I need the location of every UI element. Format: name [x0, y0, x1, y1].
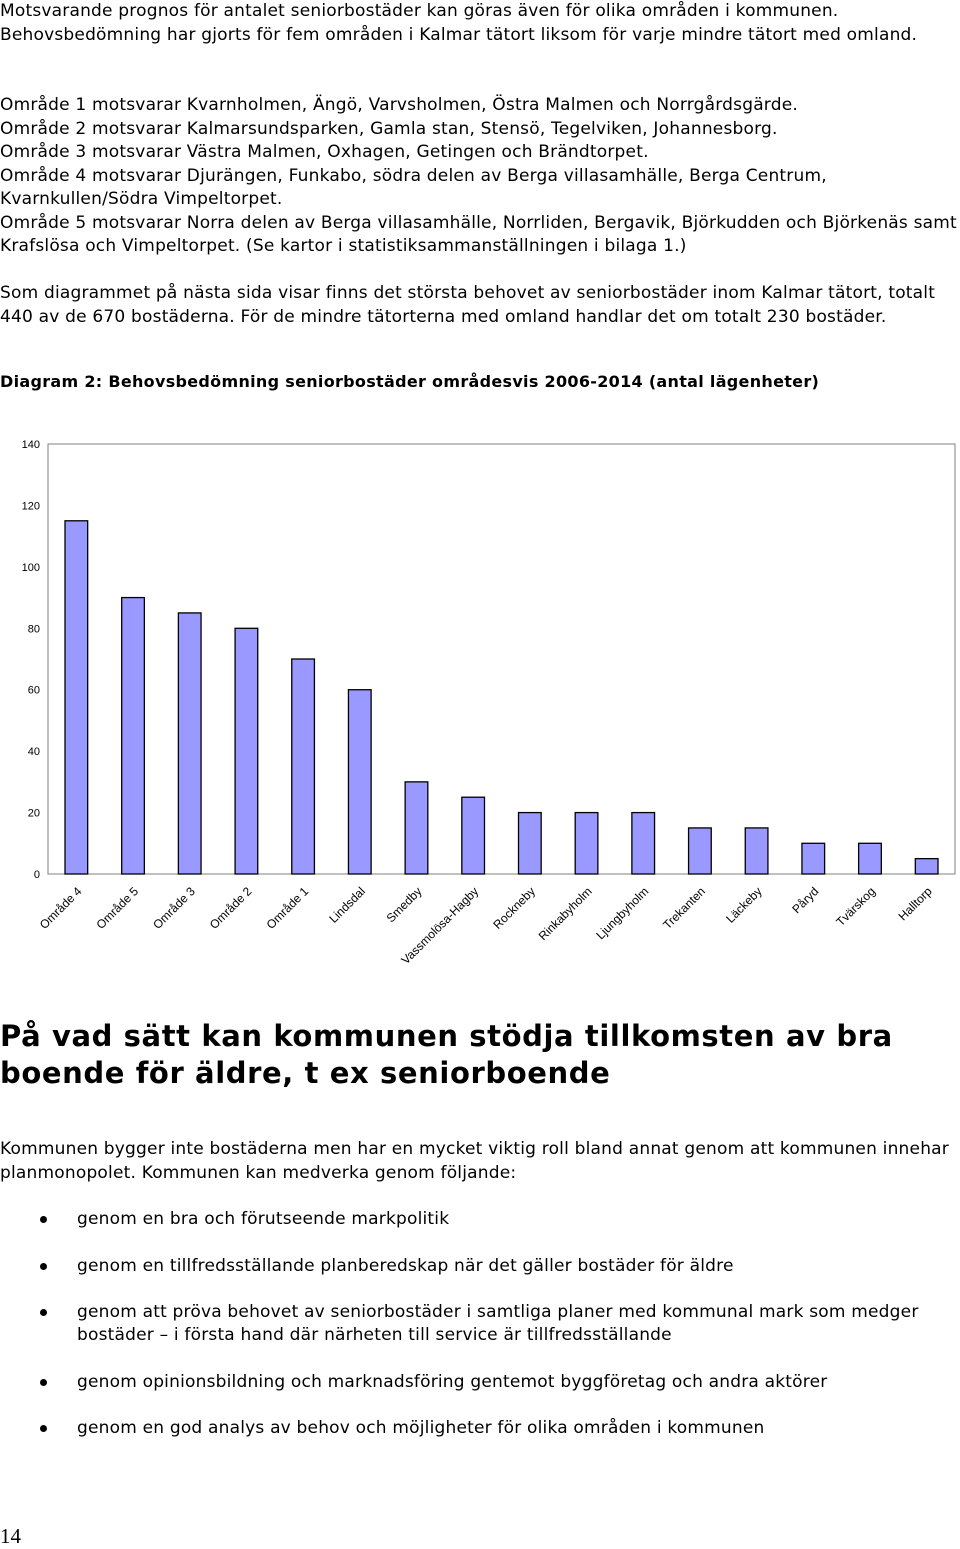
x-tick-label: Trekanten: [660, 884, 708, 932]
y-tick-label: 100: [22, 562, 40, 574]
list-item-text: genom opinionsbildning och marknadsförin…: [77, 1371, 828, 1392]
x-tick-label: Område 1: [264, 884, 312, 932]
section-heading: På vad sätt kan kommunen stödja tillkoms…: [0, 1019, 893, 1090]
intro-text: Motsvarande prognos för antalet seniorbo…: [0, 1, 918, 45]
x-tick-label: Ljungbyholm: [593, 884, 651, 942]
chart-bars: [64, 520, 939, 875]
area-definitions: Område 1 motsvarar Kvarnholmen, Ängö, Va…: [0, 94, 958, 259]
y-tick-label: 20: [28, 808, 40, 820]
bar: [404, 781, 429, 875]
bar: [801, 842, 826, 875]
list-item: genom en bra och förutseende markpolitik: [0, 1208, 958, 1231]
list-item-text: genom en bra och förutseende markpolitik: [77, 1209, 450, 1229]
x-tick-label: Område 3: [150, 884, 198, 932]
y-tick-label: 0: [34, 869, 40, 881]
list-item: genom en tillfredsställande planberedska…: [0, 1255, 958, 1278]
area-5-text: Område 5 motsvarar Norra delen av Berga …: [0, 212, 957, 257]
bar: [914, 857, 939, 875]
summary-paragraph: Som diagrammet på nästa sida visar finns…: [0, 282, 958, 329]
chart-caption: Diagram 2: Behovsbedömning seniorbostäde…: [0, 372, 820, 391]
bar: [177, 612, 202, 875]
x-tick-label: Lindsdal: [326, 884, 368, 926]
y-tick-label: 140: [22, 439, 40, 451]
bullet-icon: [40, 1378, 47, 1386]
bar: [857, 842, 882, 875]
y-tick-label: 40: [28, 746, 40, 758]
page-number: 14: [0, 1524, 21, 1548]
bullet-icon: [40, 1425, 47, 1432]
x-tick-label: Påryd: [789, 884, 821, 916]
list-item: genom att pröva behovet av seniorbostäde…: [0, 1301, 958, 1347]
intro-paragraph: Motsvarande prognos för antalet seniorbo…: [0, 0, 958, 47]
bar: [687, 827, 712, 875]
x-axis-labels: Område 4 Område 5 Område 3 Område 2 Område 1…: [37, 884, 935, 967]
area-1-text: Område 1 motsvarar Kvarnholmen, Ängö, Va…: [0, 95, 798, 115]
list-item-text: genom en god analys av behov och möjligh…: [77, 1418, 765, 1438]
x-tick-label: Smedby: [384, 884, 425, 925]
x-tick-label: Halltorp: [896, 884, 935, 923]
bar: [121, 596, 146, 875]
list-item-text: genom en tillfredsställande planberedska…: [77, 1255, 734, 1276]
x-tick-label: Område 2: [207, 884, 255, 932]
area-4-text: Område 4 motsvarar Djurängen, Funkabo, s…: [0, 165, 827, 210]
y-axis-ticks: 0 20 40 60 80 100 120 140: [22, 439, 40, 881]
area-2-text: Område 2 motsvarar Kalmarsundsparken, Ga…: [0, 118, 778, 139]
measures-list: genom en bra och förutseende markpolitik…: [0, 1208, 958, 1464]
x-tick-label: Läckeby: [723, 884, 765, 926]
plot-area: [47, 443, 956, 875]
x-tick-label: Område 5: [94, 884, 142, 932]
bar: [64, 520, 89, 875]
bar: [574, 811, 599, 875]
y-tick-label: 120: [22, 500, 40, 512]
area-3-text: Område 3 motsvarar Västra Malmen, Oxhage…: [0, 142, 649, 162]
bullet-icon: [40, 1309, 47, 1316]
x-tick-label: Rinkabyholm: [536, 884, 595, 943]
list-item: genom opinionsbildning och marknadsförin…: [0, 1371, 958, 1394]
y-tick-label: 60: [28, 685, 40, 697]
summary-text: Som diagrammet på nästa sida visar finns…: [0, 283, 936, 327]
section-body: Kommunen bygger inte bostäderna men har …: [0, 1138, 958, 1185]
bar: [744, 827, 769, 875]
bar: [461, 796, 486, 875]
bar: [347, 689, 372, 875]
x-tick-label: Rockneby: [490, 884, 538, 932]
bar: [631, 811, 656, 875]
bar: [234, 627, 259, 875]
bullet-icon: [40, 1262, 47, 1270]
bar: [291, 658, 316, 875]
x-tick-label: Tvärskog: [833, 884, 878, 929]
list-item-text: genom att pröva behovet av seniorbostäde…: [77, 1302, 919, 1345]
bullet-icon: [40, 1216, 47, 1223]
section-body-text: Kommunen bygger inte bostäderna men har …: [0, 1139, 949, 1183]
x-tick-label: Område 4: [37, 884, 85, 932]
list-item: genom en god analys av behov och möjligh…: [0, 1417, 958, 1440]
y-tick-label: 80: [28, 623, 40, 635]
bar: [517, 811, 542, 875]
